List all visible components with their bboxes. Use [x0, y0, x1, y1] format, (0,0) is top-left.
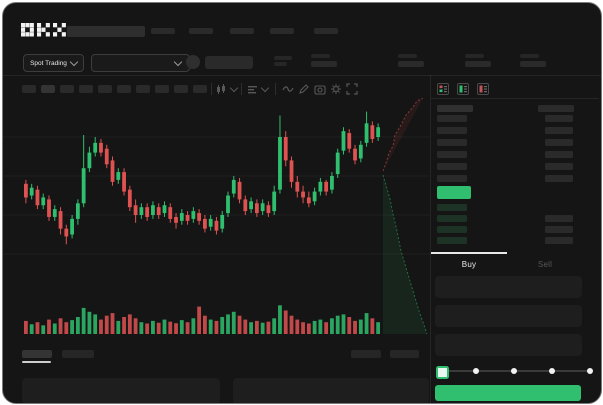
timeframe-button[interactable] — [41, 85, 55, 93]
bottom-content-panel-2 — [233, 378, 429, 403]
bottom-content-panel-1 — [22, 378, 220, 403]
fullscreen-icon[interactable] — [346, 83, 358, 95]
bid-price-placeholder[interactable] — [437, 215, 467, 222]
ask-amount-placeholder — [545, 151, 573, 158]
ask-amount-placeholder — [545, 127, 573, 134]
tab-sell[interactable]: Sell — [537, 260, 553, 269]
buy-submit-button[interactable] — [435, 385, 581, 401]
stat-value-placeholder — [520, 61, 546, 67]
chevron-down-icon — [260, 83, 270, 93]
bid-price-placeholder[interactable] — [437, 237, 467, 244]
draw-tool-icon[interactable] — [298, 83, 310, 95]
slider-step-dot[interactable] — [549, 368, 555, 374]
indicators-dropdown[interactable] — [247, 83, 270, 94]
ask-price-placeholder[interactable] — [437, 175, 467, 182]
stat-value-placeholder — [398, 61, 424, 67]
okx-logo-icon[interactable] — [21, 23, 66, 38]
last-price-placeholder — [205, 56, 253, 69]
ask-amount-placeholder — [545, 139, 573, 146]
chevron-down-icon — [229, 83, 239, 93]
tab-buy[interactable]: Buy — [461, 260, 477, 269]
nav-item-placeholder[interactable] — [270, 28, 294, 34]
bid-price-placeholder[interactable] — [437, 204, 467, 211]
timeframe-button[interactable] — [60, 85, 74, 93]
bid-amount-placeholder — [545, 237, 573, 244]
timeframe-button[interactable] — [155, 85, 169, 93]
total-input[interactable] — [435, 334, 582, 356]
settings-icon[interactable] — [330, 83, 342, 95]
chevron-down-icon — [69, 57, 79, 67]
slider-step-dot[interactable] — [473, 368, 479, 374]
nav-item-placeholder[interactable] — [189, 28, 213, 34]
nav-item-placeholder[interactable] — [151, 28, 175, 34]
mid-price-highlight[interactable] — [437, 186, 471, 199]
timeframe-button[interactable] — [117, 85, 131, 93]
slider-step-dot[interactable] — [511, 368, 517, 374]
timeframe-button[interactable] — [22, 85, 36, 93]
timeframe-button[interactable] — [193, 85, 207, 93]
ask-price-placeholder[interactable] — [437, 151, 467, 158]
mini-stat-line-1 — [274, 56, 292, 60]
timeframe-button[interactable] — [98, 85, 112, 93]
ask-price-placeholder[interactable] — [437, 115, 467, 122]
mini-stat-line-2 — [274, 62, 287, 66]
indicators-icon — [248, 86, 257, 94]
nav-item-placeholder[interactable] — [230, 28, 254, 34]
ask-price-placeholder[interactable] — [437, 139, 467, 146]
bottom-right-control-1[interactable] — [351, 350, 381, 358]
stat-value-placeholder — [311, 61, 337, 67]
amount-slider[interactable] — [436, 364, 593, 379]
bid-price-placeholder[interactable] — [437, 226, 467, 233]
bottom-tab-active-underline — [22, 361, 51, 363]
candle-style-icon — [217, 84, 225, 94]
camera-icon[interactable] — [314, 83, 326, 95]
nav-item-placeholder[interactable] — [314, 28, 338, 34]
stat-label-placeholder — [465, 54, 484, 58]
orderbook-header-amount — [538, 105, 574, 112]
search-input[interactable] — [67, 26, 145, 37]
active-tab-indicator — [431, 252, 507, 254]
slider-handle[interactable] — [436, 366, 449, 379]
timeframe-button[interactable] — [79, 85, 93, 93]
bottom-tab-1[interactable] — [22, 350, 52, 358]
timeframe-button[interactable] — [136, 85, 150, 93]
market-type-selector[interactable]: Spot Trading — [23, 54, 84, 72]
stat-label-placeholder — [311, 54, 330, 58]
ask-amount-placeholder — [545, 175, 573, 182]
stat-value-placeholder — [465, 61, 491, 67]
ask-price-placeholder[interactable] — [437, 127, 467, 134]
line-tool-icon[interactable] — [282, 83, 294, 95]
pair-selector-dropdown[interactable] — [91, 54, 190, 72]
slider-step-dot[interactable] — [587, 368, 593, 374]
ask-amount-placeholder — [545, 163, 573, 170]
price-input[interactable] — [435, 276, 582, 298]
stat-label-placeholder — [398, 54, 417, 58]
timeframe-button[interactable] — [174, 85, 188, 93]
orderbook-mode-bids-only[interactable] — [457, 83, 469, 95]
orderbook-header-price — [437, 105, 473, 112]
candle-style-dropdown[interactable] — [216, 83, 239, 94]
bid-amount-placeholder — [545, 215, 573, 222]
ask-price-placeholder[interactable] — [437, 163, 467, 170]
bottom-right-control-2[interactable] — [390, 350, 419, 358]
amount-input[interactable] — [435, 305, 582, 327]
bottom-tab-2[interactable] — [62, 350, 94, 358]
ask-amount-placeholder — [545, 115, 573, 122]
orderbook-mode-asks-only[interactable] — [477, 83, 489, 95]
pair-coin-icon — [186, 55, 200, 69]
orderbook-mode-combined[interactable] — [437, 83, 449, 95]
candlestick-chart[interactable] — [3, 98, 430, 338]
stat-label-placeholder — [520, 54, 539, 58]
chevron-down-icon — [173, 57, 183, 67]
market-type-label: Spot Trading — [30, 59, 67, 67]
bid-amount-placeholder — [545, 226, 573, 233]
